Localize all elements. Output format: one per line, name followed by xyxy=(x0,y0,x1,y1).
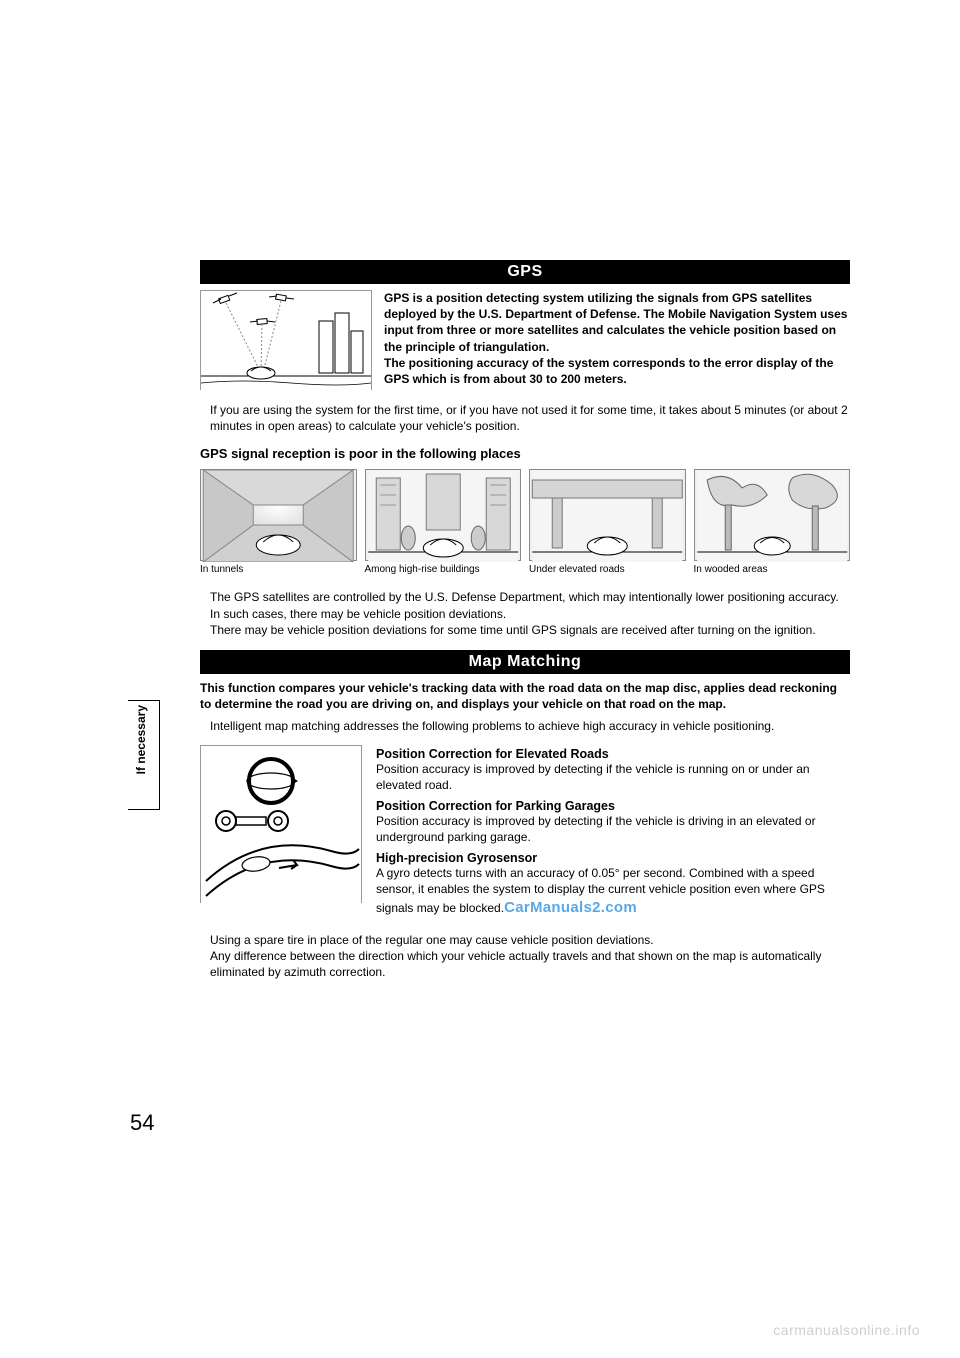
map-matching-heading: Map Matching xyxy=(200,650,850,674)
feat3-body: A gyro detects turns with an accuracy of… xyxy=(376,865,850,918)
gps-heading: GPS xyxy=(200,260,850,284)
gps-poor-cell-tunnels: In tunnels xyxy=(200,469,357,585)
gps-controlled-note: The GPS satellites are controlled by the… xyxy=(210,589,850,638)
mm-after-notes: Using a spare tire in place of the regul… xyxy=(210,932,850,981)
gps-poor-heading: GPS signal reception is poor in the foll… xyxy=(200,446,850,461)
map-matching-illustration xyxy=(200,745,362,903)
gps-poor-cell-elevated: Under elevated roads xyxy=(529,469,686,585)
gps-poor-cell-wooded: In wooded areas xyxy=(694,469,851,585)
mm-features: Position Correction for Elevated Roads P… xyxy=(376,745,850,924)
feat3-title: High-precision Gyrosensor xyxy=(376,851,850,865)
elevated-illustration xyxy=(529,469,686,561)
wooded-illustration xyxy=(694,469,851,561)
section-tab-label: If necessary xyxy=(134,705,148,774)
mm-after-para1: Using a spare tire in place of the regul… xyxy=(210,933,654,947)
gps-poor-cell-buildings: Among high-rise buildings xyxy=(365,469,522,585)
mm-after-para2: Any difference between the direction whi… xyxy=(210,949,821,979)
gps-controlled-para2: There may be vehicle position deviations… xyxy=(210,623,816,637)
gps-first-use-note: If you are using the system for the firs… xyxy=(210,402,850,434)
tunnels-illustration xyxy=(200,469,357,561)
feat1-body: Position accuracy is improved by detecti… xyxy=(376,761,850,793)
caption-elevated: Under elevated roads xyxy=(529,564,686,575)
page-number: 54 xyxy=(130,1110,154,1136)
gps-poor-grid: In tunnels xyxy=(200,469,850,585)
gps-intro-para1: GPS is a position detecting system utili… xyxy=(384,291,847,354)
feat2-body: Position accuracy is improved by detecti… xyxy=(376,813,850,845)
caption-buildings: Among high-rise buildings xyxy=(365,564,522,575)
caption-wooded: In wooded areas xyxy=(694,564,851,575)
feat1-title: Position Correction for Elevated Roads xyxy=(376,747,850,761)
gps-intro-text: GPS is a position detecting system utili… xyxy=(384,290,850,390)
footer-watermark: carmanualsonline.info xyxy=(773,1322,920,1338)
mm-row: Position Correction for Elevated Roads P… xyxy=(200,745,850,924)
page-content: GPS xyxy=(200,260,850,980)
gps-intro-para2: The positioning accuracy of the system c… xyxy=(384,356,833,386)
gps-controlled-para1: The GPS satellites are controlled by the… xyxy=(210,590,839,620)
inline-watermark: CarManuals2.com xyxy=(504,899,637,916)
buildings-illustration xyxy=(365,469,522,561)
caption-tunnels: In tunnels xyxy=(200,564,357,575)
mm-intro-body: Intelligent map matching addresses the f… xyxy=(210,718,850,734)
gps-intro-row: GPS is a position detecting system utili… xyxy=(200,290,850,390)
mm-intro-bold: This function compares your vehicle's tr… xyxy=(200,680,850,712)
gps-satellite-illustration xyxy=(200,290,372,390)
feat2-title: Position Correction for Parking Garages xyxy=(376,799,850,813)
